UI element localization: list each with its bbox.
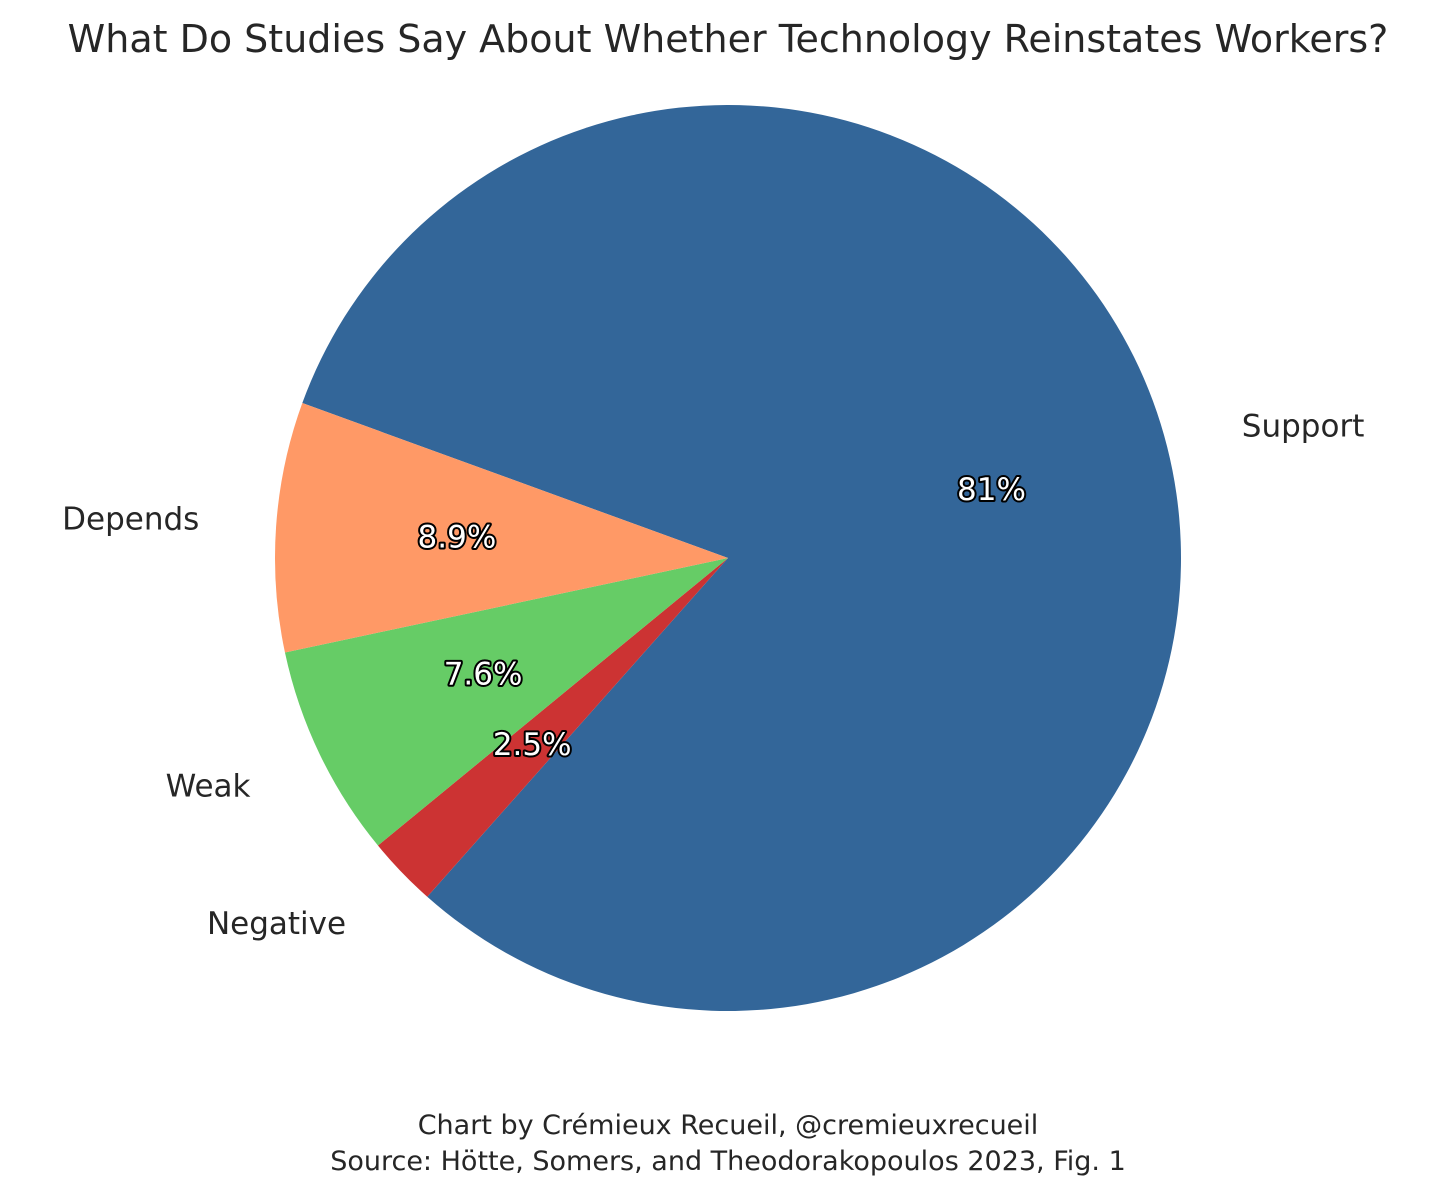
slice-category-labels: Support Negative Weak Depends	[62, 409, 1364, 943]
slice-support	[302, 104, 1181, 1011]
pie-slices	[274, 104, 1181, 1011]
pct-support: 81%	[957, 472, 1026, 508]
label-weak: Weak	[166, 769, 251, 805]
pct-depends: 8.9%	[418, 520, 497, 556]
slice-weak	[284, 558, 728, 846]
label-depends: Depends	[62, 502, 199, 538]
label-support: Support	[1242, 409, 1365, 445]
slice-depends	[274, 403, 728, 653]
caption-source: Source: Hötte, Somers, and Theodorakopou…	[330, 1146, 1126, 1177]
caption-credit: Chart by Crémieux Recueil, @cremieuxrecu…	[418, 1110, 1039, 1141]
label-negative: Negative	[207, 906, 346, 942]
slice-negative	[377, 558, 728, 897]
slice-percent-labels: 81% 2.5% 7.6% 8.9%	[416, 470, 1028, 765]
pct-weak: 7.6%	[444, 657, 523, 693]
pct-negative: 2.5%	[493, 727, 572, 763]
chart-title: What Do Studies Say About Whether Techno…	[68, 17, 1389, 61]
